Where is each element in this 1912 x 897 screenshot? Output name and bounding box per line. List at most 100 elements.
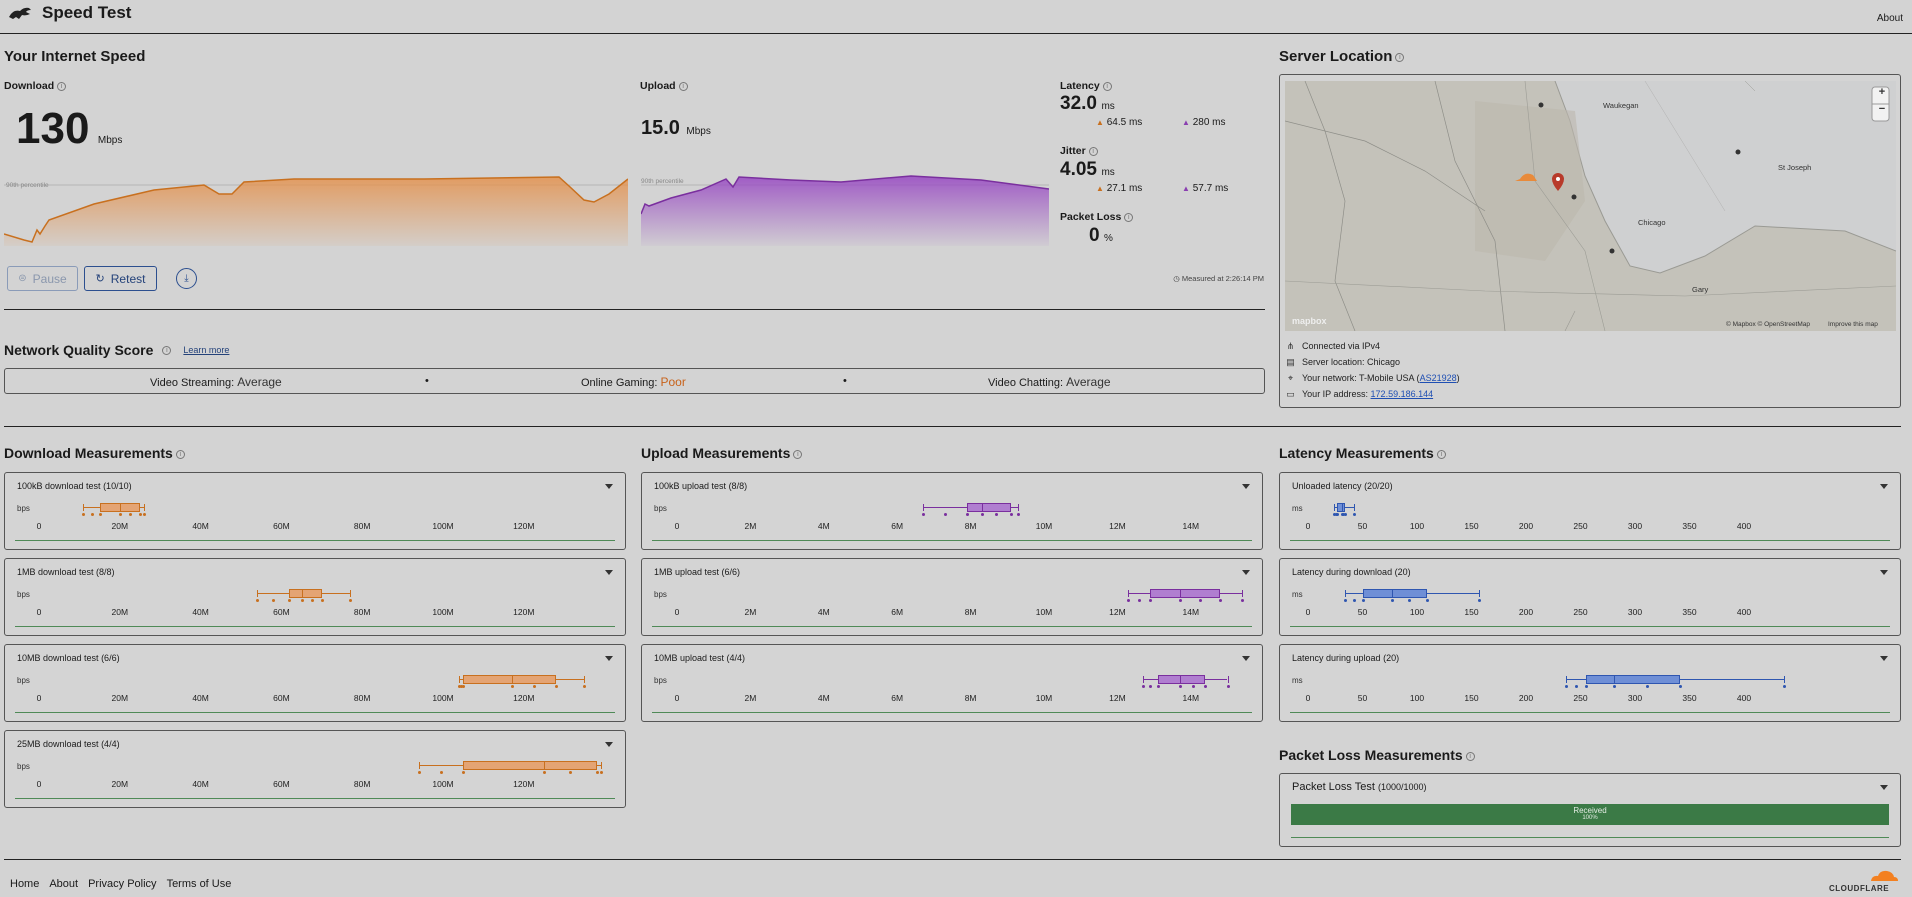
rabbit-logo-icon xyxy=(9,7,31,19)
download-test-card[interactable]: 10MB download test (6/6) bps 0 20M 40M 60M 80M… xyxy=(4,644,626,722)
download-test-card[interactable]: 25MB download test (4/4) bps 0 20M 40M 60M 80M… xyxy=(4,730,626,808)
info-icon[interactable]: i xyxy=(793,449,803,459)
upload-chart xyxy=(641,175,1049,246)
axis-unit: ms xyxy=(1292,676,1303,685)
download-percentile: 90th percentile xyxy=(6,182,49,189)
info-icon[interactable]: i xyxy=(57,81,67,91)
retest-button[interactable]: ↻ Retest xyxy=(84,266,157,291)
learn-more-link[interactable]: Learn more xyxy=(183,345,230,355)
zoom-in-button[interactable]: + xyxy=(1878,86,1886,98)
footer-divider xyxy=(4,859,1901,860)
ip-address-link[interactable]: 172.59.186.144 xyxy=(1370,389,1434,399)
footer-link-privacy[interactable]: Privacy Policy xyxy=(88,878,157,890)
latency-number: 32.0 xyxy=(1060,93,1097,114)
upload-arrow-icon: ▲ xyxy=(1182,184,1190,193)
info-icon[interactable]: i xyxy=(1124,212,1134,222)
download-number: 130 xyxy=(16,104,90,153)
upload-test-card[interactable]: 100kB upload test (8/8) bps 0 2M 4M 6M 8M 10M 12… xyxy=(641,472,1263,550)
card-title: 1MB download test (8/8) xyxy=(17,566,115,578)
latency-unit: ms xyxy=(1101,101,1115,112)
pause-icon: ⊜ xyxy=(18,273,27,284)
upload-test-card[interactable]: 10MB upload test (4/4) bps 0 2M 4M 6M 8M 10M 12M… xyxy=(641,644,1263,722)
footer-link-terms[interactable]: Terms of Use xyxy=(166,878,232,890)
upload-test-card[interactable]: 1MB upload test (6/6) bps 0 2M 4M 6M 8M 10M 12M 1… xyxy=(641,558,1263,636)
footer-link-home[interactable]: Home xyxy=(10,878,40,890)
chevron-down-icon[interactable] xyxy=(605,570,613,575)
chevron-down-icon[interactable] xyxy=(1880,656,1888,661)
whisker-cap-min xyxy=(1143,676,1145,683)
chevron-down-icon[interactable] xyxy=(605,742,613,747)
as-number-link[interactable]: AS21928 xyxy=(1419,373,1457,383)
info-icon[interactable]: i xyxy=(175,449,185,459)
latency-test-card[interactable]: Unloaded latency (20/20) ms 0 50 100 150 200 25… xyxy=(1279,472,1901,550)
info-icon[interactable]: i xyxy=(1088,146,1098,156)
axis-unit: ms xyxy=(1292,504,1303,513)
sample-point xyxy=(1017,513,1021,516)
card-title-text: 1MB upload test xyxy=(654,567,720,577)
axis-tick: 0 xyxy=(1305,693,1311,703)
improve-map-link[interactable]: Improve this map xyxy=(1828,321,1878,328)
chevron-down-icon[interactable] xyxy=(1880,484,1888,489)
latency-test-card[interactable]: Latency during download (20) ms 0 50 100 150 2… xyxy=(1279,558,1901,636)
info-icon[interactable]: i xyxy=(1465,751,1475,761)
box-iqr xyxy=(1337,503,1346,512)
axis-baseline xyxy=(1290,540,1890,541)
whisker-cap-max xyxy=(1353,504,1355,511)
chevron-down-icon[interactable] xyxy=(605,656,613,661)
axis-unit: bps xyxy=(17,676,30,685)
pause-button[interactable]: ⊜ Pause xyxy=(7,266,78,291)
box-median xyxy=(119,503,121,512)
info-icon[interactable]: i xyxy=(1436,449,1446,459)
quality-title-row: Network Quality Score i Learn more xyxy=(4,342,229,358)
cloudflare-logo[interactable]: CLOUDFLARE xyxy=(1829,868,1901,894)
info-icon[interactable]: i xyxy=(162,345,172,355)
axis-tick: 0 xyxy=(674,693,680,703)
chevron-down-icon[interactable] xyxy=(1880,570,1888,575)
packet-loss-card[interactable]: Packet Loss Test (1000/1000) Received 10… xyxy=(1279,773,1901,847)
axis-tick: 0 xyxy=(36,521,42,531)
jitter-value: 4.05 ms xyxy=(1060,159,1115,181)
mapbox-logo[interactable]: mapbox xyxy=(1292,316,1327,326)
zoom-out-button[interactable]: − xyxy=(1878,103,1886,115)
info-icon[interactable]: i xyxy=(1395,52,1405,62)
chevron-down-icon[interactable] xyxy=(1242,656,1250,661)
axis-baseline xyxy=(652,712,1252,713)
latency-measurements-title-row: Latency Measurements i xyxy=(1279,445,1446,461)
info-icon[interactable]: i xyxy=(1102,81,1112,91)
quality-item-video-chatting: Video Chatting: Average xyxy=(988,375,1111,389)
download-arrow-icon: ▲ xyxy=(1096,118,1104,127)
download-results-button[interactable]: ⤓ xyxy=(176,268,197,289)
axis-tick: 250 xyxy=(1573,607,1588,617)
axis-tick: 100 xyxy=(1409,693,1425,703)
chevron-down-icon[interactable] xyxy=(605,484,613,489)
whisker-cap-max xyxy=(350,590,352,597)
whisker-cap-min xyxy=(1345,590,1347,597)
axis-tick: 200 xyxy=(1518,607,1534,617)
sample-point xyxy=(1127,599,1131,602)
sample-point xyxy=(1149,599,1153,602)
jitter-unit: ms xyxy=(1101,167,1115,178)
axis-tick: 120M xyxy=(513,693,535,703)
axis-tick: 80M xyxy=(353,521,371,531)
chevron-down-icon[interactable] xyxy=(1242,570,1250,575)
axis-tick: 100M xyxy=(432,521,454,531)
axis-tick: 14M xyxy=(1182,607,1200,617)
latency-test-card[interactable]: Latency during upload (20) ms 0 50 100 150 200… xyxy=(1279,644,1901,722)
header-divider xyxy=(0,33,1912,34)
app-logo[interactable] xyxy=(7,5,33,21)
sample-point xyxy=(921,513,925,516)
chevron-down-icon[interactable] xyxy=(1880,785,1888,790)
card-title-text: 25MB download test xyxy=(17,739,99,749)
footer-link-about[interactable]: About xyxy=(49,878,79,890)
map-attribution[interactable]: © Mapbox © OpenStreetMap xyxy=(1726,321,1811,328)
sample-point xyxy=(1584,685,1588,688)
download-test-card[interactable]: 100kB download test (10/10) bps 0 20M 40M 60M… xyxy=(4,472,626,550)
axis-tick: 80M xyxy=(353,693,371,703)
box-iqr xyxy=(289,589,322,598)
server-map[interactable] xyxy=(1285,81,1896,331)
packet-baseline xyxy=(1291,837,1889,838)
info-icon[interactable]: i xyxy=(678,81,688,91)
download-test-card[interactable]: 1MB download test (8/8) bps 0 20M 40M 60M 80M 1… xyxy=(4,558,626,636)
about-link[interactable]: About xyxy=(1876,13,1903,24)
chevron-down-icon[interactable] xyxy=(1242,484,1250,489)
